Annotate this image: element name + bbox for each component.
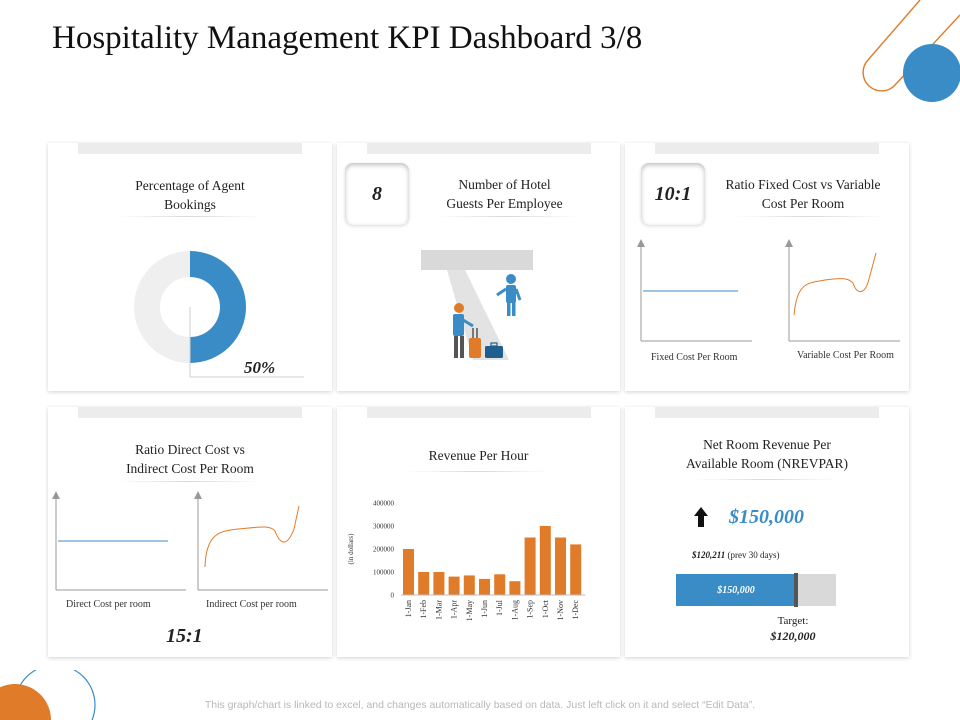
revenue-x-tick: 1-Sep xyxy=(526,600,535,619)
nrevpar-target-value: $120,000 xyxy=(770,629,816,643)
revenue-y-tick: 300000 xyxy=(373,523,395,531)
revenue-bar xyxy=(539,526,551,595)
revenue-y-tick: 200000 xyxy=(373,546,395,554)
revenue-bar xyxy=(418,572,430,595)
nrevpar-prev-label: (prev 30 days) xyxy=(727,550,780,560)
nrevpar-bar-fill: $150,000 xyxy=(676,574,796,606)
card-fixed-vs-variable: 10:1 Ratio Fixed Cost vs Variable Cost P… xyxy=(625,143,909,391)
revenue-x-tick: 1-Apr xyxy=(450,600,459,619)
indirect-cost-curve xyxy=(204,505,300,568)
revenue-bar xyxy=(433,572,445,595)
card-revenue-per-hour: Revenue Per Hour (in dollars) 0 100000 2000… xyxy=(337,407,620,657)
revenue-x-tick: 1-Mar xyxy=(434,600,443,620)
revenue-x-tick: 1-Dec xyxy=(571,600,580,620)
revenue-x-tick: 1-Jan xyxy=(404,600,413,617)
donut-slice-agent xyxy=(190,251,246,363)
nrevpar-bar-label: $150,000 xyxy=(717,584,755,596)
nrevpar-title-line2: Available Room (NREVPAR) xyxy=(686,456,848,471)
revenue-x-tick: 1-Nov xyxy=(556,600,565,620)
revenue-x-tick: 1-Jul xyxy=(495,599,504,616)
agent-title-line2: Bookings xyxy=(164,197,216,212)
nrevpar-title-line1: Net Room Revenue Per xyxy=(703,437,831,452)
card-guests-per-employee: 8 Number of Hotel Guests Per Employee xyxy=(337,143,620,391)
guests-title-line1: Number of Hotel xyxy=(458,177,551,192)
revenue-y-tick: 0 xyxy=(391,592,395,600)
revenue-bar xyxy=(403,549,414,595)
revenue-x-tick: 1-May xyxy=(465,600,474,621)
fixed-variable-mini-charts xyxy=(637,239,900,342)
revenue-bar xyxy=(479,578,490,595)
direct-indirect-ratio: 15:1 xyxy=(166,625,203,647)
revenue-bar xyxy=(570,544,582,595)
revenue-title: Revenue Per Hour xyxy=(428,448,529,463)
fixed-cost-label: Fixed Cost Per Room xyxy=(651,352,738,363)
nrevpar-prev-value: $120,211 xyxy=(692,550,726,560)
direct-indirect-title-line1: Ratio Direct Cost vs xyxy=(135,442,245,457)
revenue-x-tick: 1-Aug xyxy=(510,600,519,620)
revenue-bar xyxy=(494,574,506,595)
page-title: Hospitality Management KPI Dashboard 3/8 xyxy=(52,20,643,56)
revenue-bar xyxy=(448,576,460,595)
card-nrevpar: Net Room Revenue Per Available Room (NRE… xyxy=(625,407,909,657)
indirect-cost-label: Indirect Cost per room xyxy=(206,599,297,610)
agent-percent-label: 50% xyxy=(244,358,276,377)
revenue-bar-chart: (in dollars) 0 100000 200000 300000 400000 1-J… xyxy=(347,500,586,621)
card-agent-bookings: Percentage of Agent Bookings 50% xyxy=(48,143,332,391)
revenue-bar xyxy=(555,537,566,595)
decorative-circles-bottom-left xyxy=(0,670,96,720)
fixed-variable-kpi-value: 10:1 xyxy=(641,163,705,225)
card-direct-vs-indirect: Ratio Direct Cost vs Indirect Cost Per R… xyxy=(48,407,332,657)
fixed-variable-title-line1: Ratio Fixed Cost vs Variable xyxy=(725,177,881,192)
revenue-x-tick: 1-Oct xyxy=(541,599,550,618)
revenue-x-tick: 1-Jun xyxy=(480,600,489,618)
guests-title-line2: Guests Per Employee xyxy=(446,196,563,211)
nrevpar-target-label: Target: xyxy=(777,615,809,627)
direct-cost-label: Direct Cost per room xyxy=(66,599,151,610)
nrevpar-target-marker xyxy=(794,573,798,607)
hotel-staff-and-guest-icon xyxy=(421,250,533,360)
direct-indirect-title-line2: Indirect Cost Per Room xyxy=(126,461,254,476)
revenue-y-tick: 100000 xyxy=(373,569,395,577)
revenue-x-tick: 1-Feb xyxy=(419,600,428,619)
decorative-circles-top-right xyxy=(862,0,960,102)
revenue-y-tick: 400000 xyxy=(373,500,395,508)
agent-title-line1: Percentage of Agent xyxy=(135,178,245,193)
footer-note: This graph/chart is linked to excel, and… xyxy=(204,699,756,711)
nrevpar-prev: $120,211 (prev 30 days) xyxy=(692,550,780,560)
fixed-variable-title-line2: Cost Per Room xyxy=(761,196,845,211)
variable-cost-label: Variable Cost Per Room xyxy=(797,350,894,361)
variable-cost-curve xyxy=(793,252,877,316)
revenue-bar xyxy=(509,581,521,595)
revenue-y-axis-label: (in dollars) xyxy=(347,533,355,565)
revenue-bar xyxy=(524,537,536,595)
nrevpar-value: $150,000 xyxy=(729,506,804,528)
guests-kpi-value: 8 xyxy=(345,163,409,225)
direct-indirect-mini-charts xyxy=(52,491,328,591)
up-arrow-icon xyxy=(694,507,708,527)
revenue-bar xyxy=(463,575,475,595)
agent-donut-chart xyxy=(134,251,304,378)
